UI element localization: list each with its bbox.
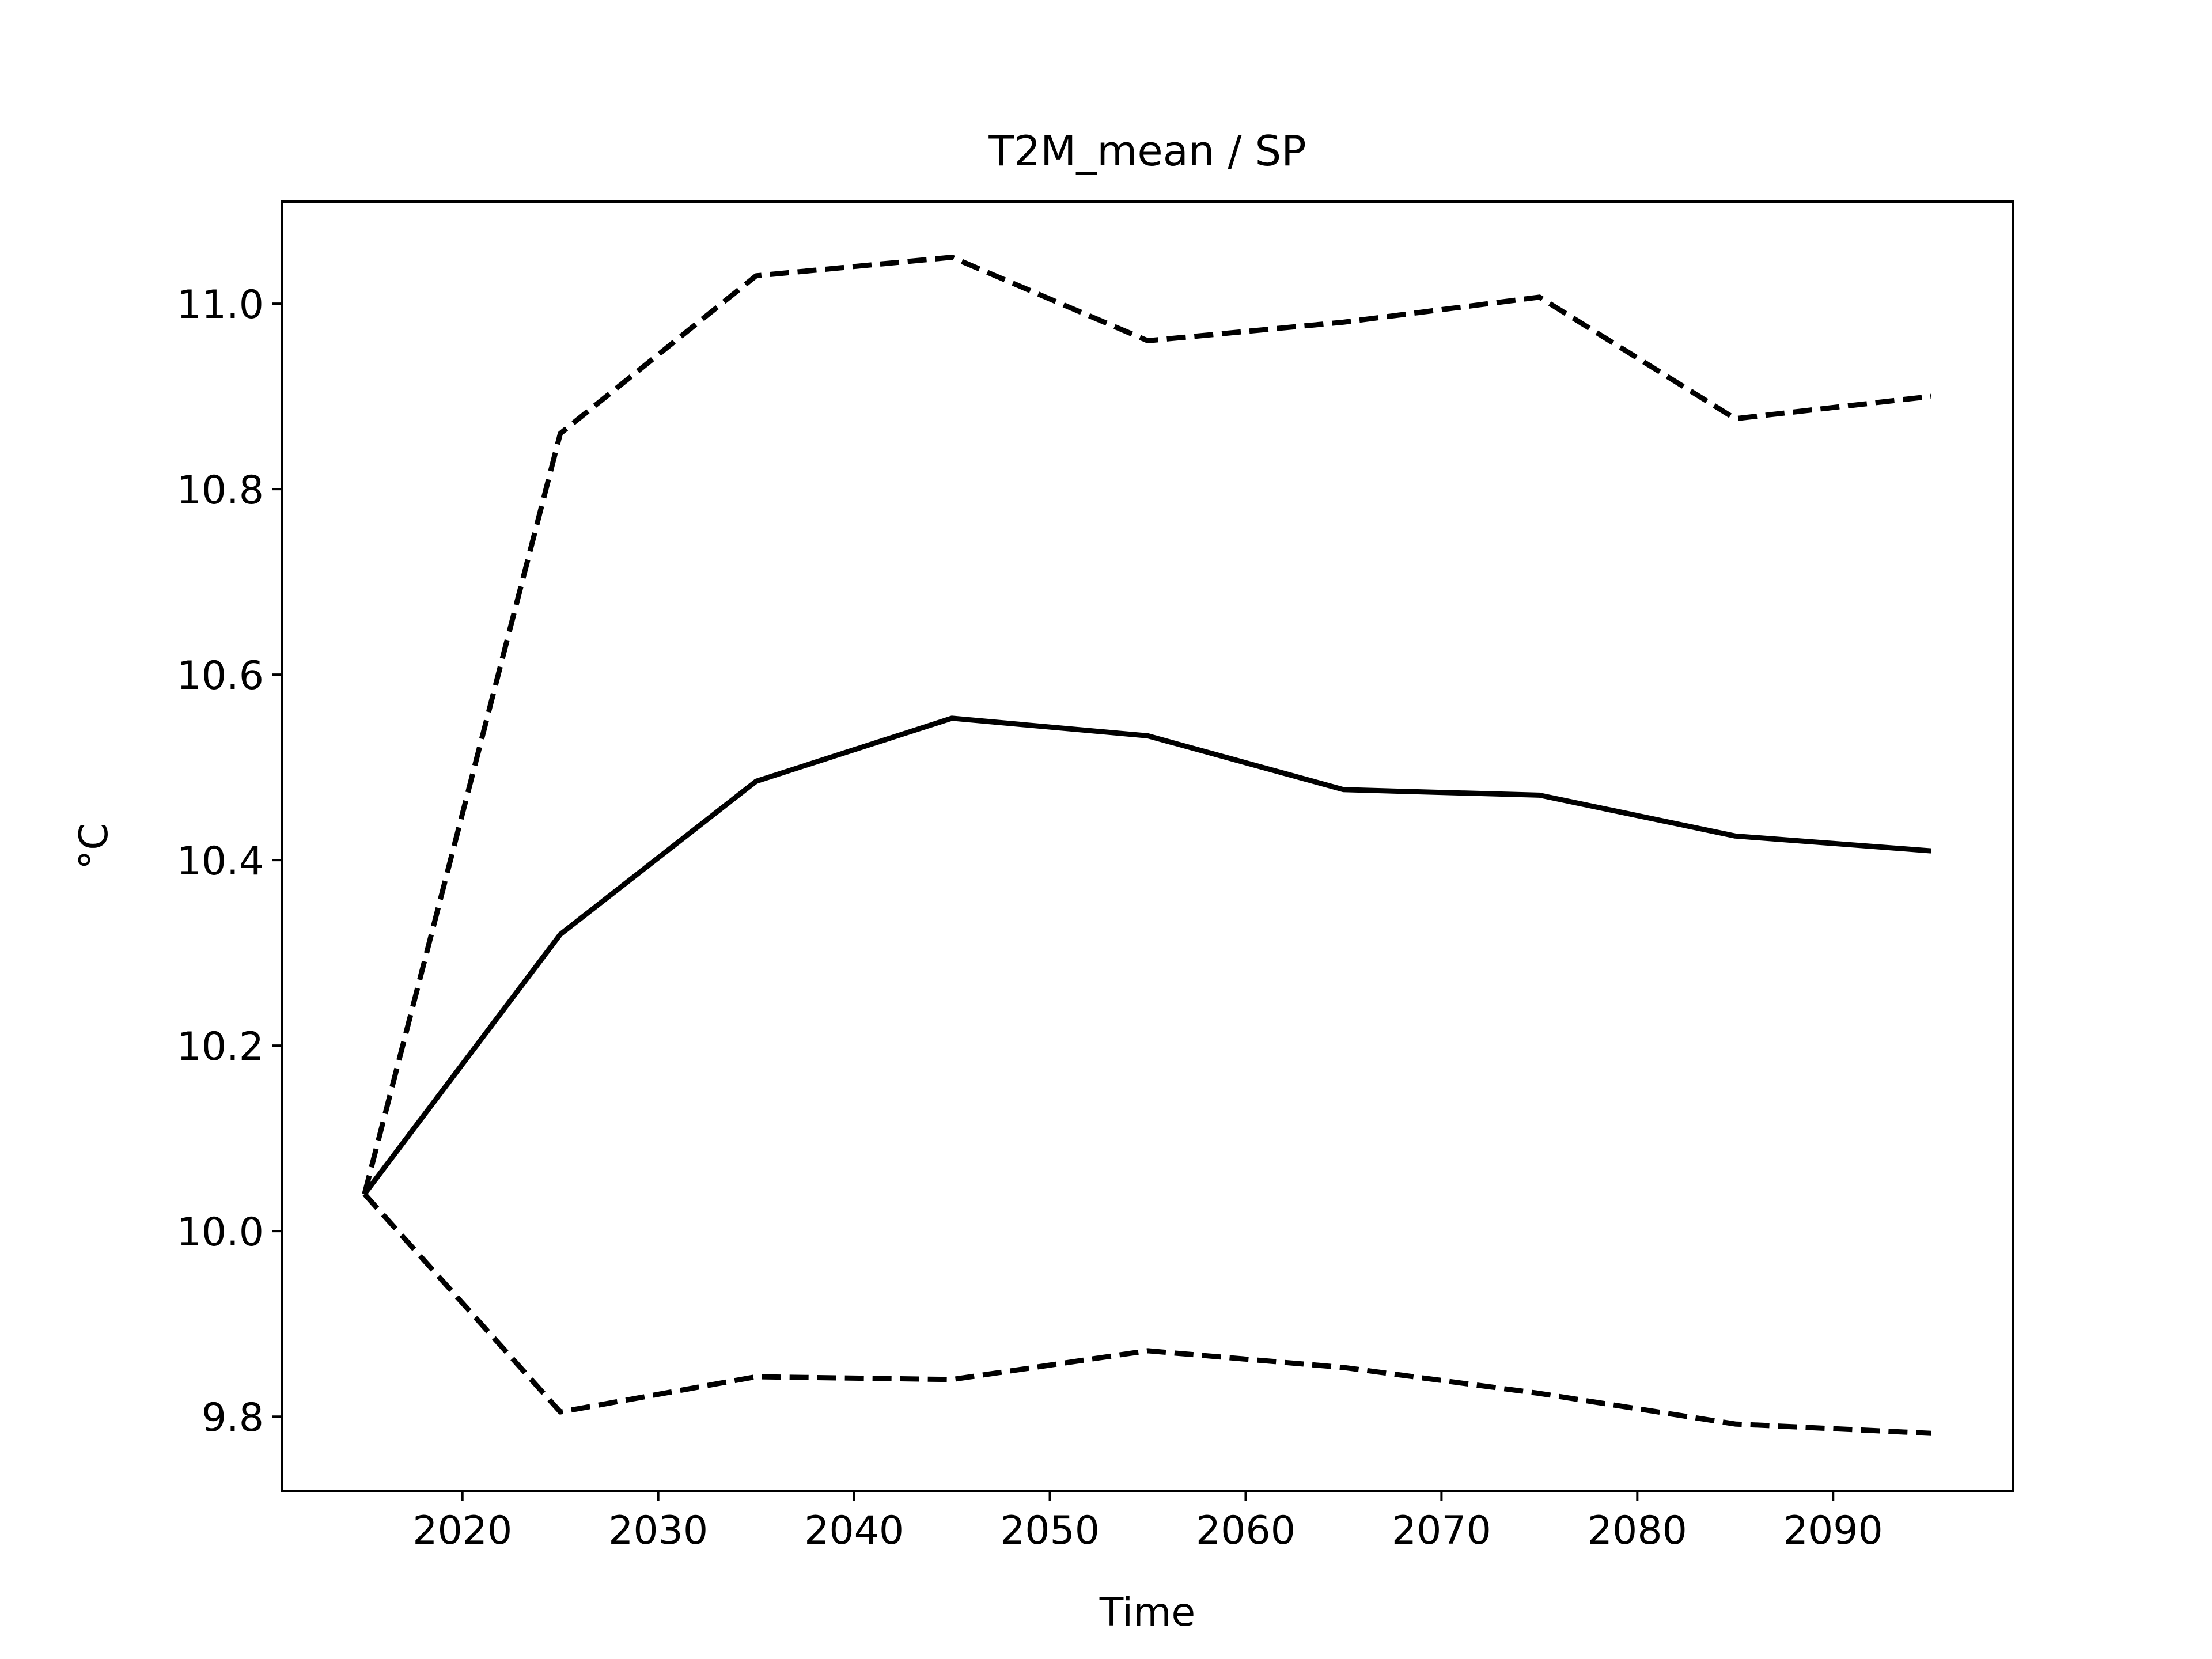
y-tick-label: 10.4	[177, 839, 264, 884]
y-axis-ticks: 9.8 10.0 10.2 10.4 10.6 10.8 11.0	[177, 282, 282, 1441]
y-axis-label: °C	[71, 823, 117, 869]
y-tick-label: 10.6	[177, 653, 264, 699]
dashed-series-line-1	[362, 255, 1931, 1195]
chart-title: T2M_mean / SP	[988, 127, 1306, 175]
x-tick-label: 2040	[804, 1508, 904, 1554]
x-axis-ticks: 2020 2030 2040 2050 2060 2070 2080 2090	[412, 1491, 1883, 1554]
y-tick-label: 11.0	[177, 282, 264, 328]
dashed-series-line-2	[362, 1192, 1931, 1436]
x-tick-label: 2090	[1783, 1508, 1883, 1554]
plot-lines	[362, 255, 1931, 1436]
x-tick-label: 2070	[1392, 1508, 1491, 1554]
solid-series-line-0	[362, 715, 1931, 1196]
y-tick-label: 10.2	[177, 1024, 264, 1070]
plot-area-frame	[281, 200, 2014, 1492]
x-tick-label: 2020	[412, 1508, 512, 1554]
x-tick-label: 2060	[1196, 1508, 1296, 1554]
y-tick-label: 10.8	[177, 468, 264, 513]
x-axis-label: Time	[1099, 1590, 1195, 1635]
x-tick-label: 2030	[608, 1508, 708, 1554]
x-tick-label: 2080	[1588, 1508, 1687, 1554]
y-tick-label: 10.0	[177, 1210, 264, 1255]
x-tick-label: 2050	[1000, 1508, 1100, 1554]
y-tick-label: 9.8	[202, 1395, 264, 1441]
